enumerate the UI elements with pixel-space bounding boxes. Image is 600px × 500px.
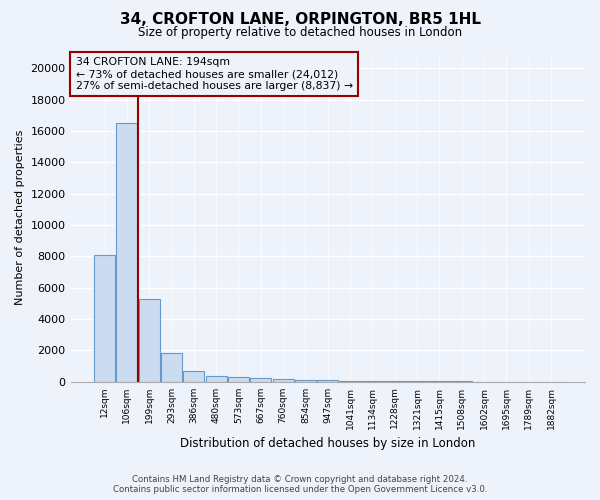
Bar [94,254,115,382]
Bar [362,381,383,382]
Bar [228,378,249,382]
Bar [116,123,137,382]
Y-axis label: Number of detached properties: Number of detached properties [15,130,25,305]
Text: Contains HM Land Registry data © Crown copyright and database right 2024.
Contai: Contains HM Land Registry data © Crown c… [113,474,487,494]
X-axis label: Distribution of detached houses by size in London: Distribution of detached houses by size … [180,437,475,450]
Bar [384,381,406,382]
Bar [317,380,338,382]
Bar [183,372,205,382]
Bar [340,380,361,382]
Bar [272,379,294,382]
Bar [295,380,316,382]
Bar [250,378,271,382]
Bar [206,376,227,382]
Text: Size of property relative to detached houses in London: Size of property relative to detached ho… [138,26,462,39]
Bar [161,352,182,382]
Text: 34, CROFTON LANE, ORPINGTON, BR5 1HL: 34, CROFTON LANE, ORPINGTON, BR5 1HL [119,12,481,28]
Bar [139,298,160,382]
Text: 34 CROFTON LANE: 194sqm
← 73% of detached houses are smaller (24,012)
27% of sem: 34 CROFTON LANE: 194sqm ← 73% of detache… [76,58,353,90]
